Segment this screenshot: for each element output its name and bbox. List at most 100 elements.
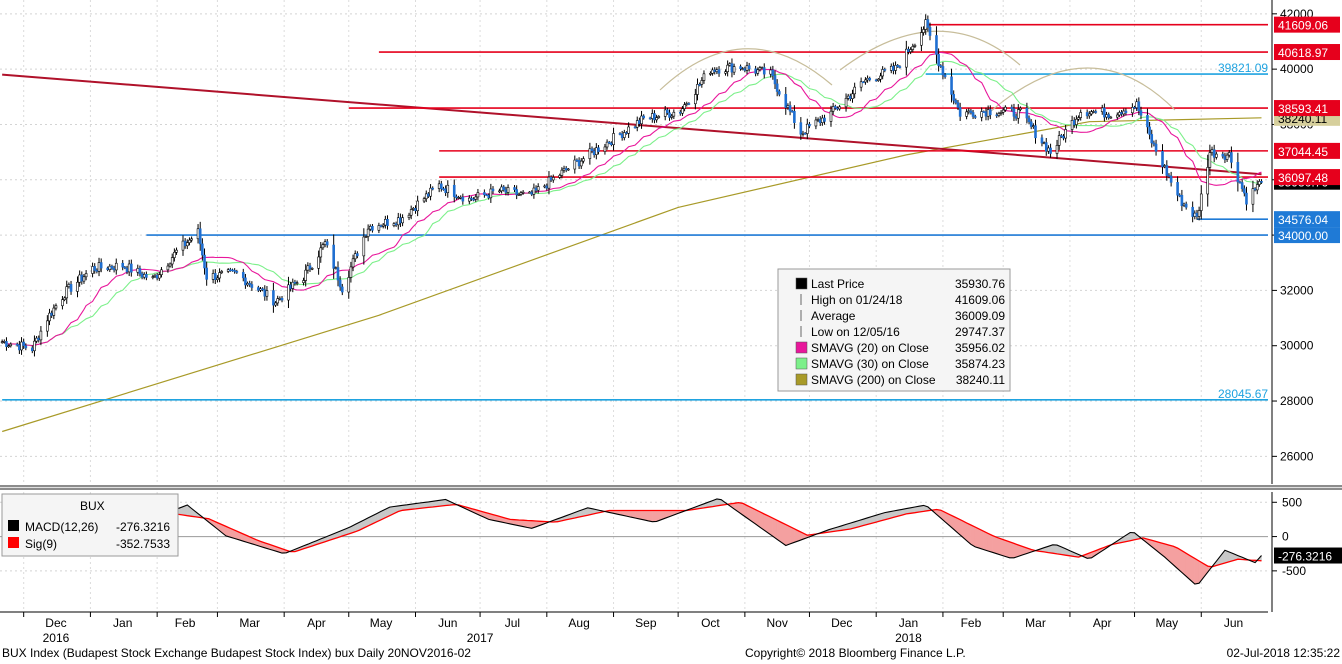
price-candle-body <box>950 76 953 95</box>
price-candle-body <box>513 187 516 190</box>
price-candle-body <box>504 189 508 193</box>
price-candle-body <box>935 35 938 55</box>
price-candle-body <box>801 132 805 135</box>
price-candle-body <box>655 117 658 121</box>
price-candle-body <box>724 71 727 74</box>
macd-legend-swatch <box>8 537 19 548</box>
price-candles <box>0 14 1263 357</box>
footer-copyright: Copyright© 2018 Bloomberg Finance L.P. <box>745 646 966 660</box>
price-candle-body <box>1060 135 1063 137</box>
trendline <box>2 73 1262 176</box>
level-side-label-box <box>1274 227 1340 244</box>
price-candle-body <box>46 320 49 332</box>
price-candle-body <box>1062 135 1065 139</box>
legend-series-name: Average <box>811 309 856 323</box>
price-candle-body <box>814 119 818 127</box>
price-candle-body <box>1182 203 1186 206</box>
price-candle-body <box>250 284 254 288</box>
price-candle-body <box>713 69 717 72</box>
price-candle-body <box>889 65 893 71</box>
price-candle-body <box>1105 114 1108 118</box>
price-candle-body <box>459 196 462 199</box>
price-candle-body <box>396 217 400 226</box>
price-candle-body <box>468 197 471 202</box>
price-candle-body <box>620 133 624 138</box>
price-candle-body <box>1255 184 1259 191</box>
legend-series-value: 35874.23 <box>955 357 1005 371</box>
legend-series-name: Low on 12/05/16 <box>811 325 900 339</box>
legend-series-value: 35956.02 <box>955 341 1005 355</box>
price-candle-body <box>694 94 697 105</box>
price-candle-body <box>702 73 706 81</box>
price-candle-body <box>1135 101 1138 109</box>
price-candle-body <box>1152 142 1156 145</box>
price-candle-body <box>272 290 275 306</box>
price-candle-body <box>50 312 53 316</box>
price-candle-body <box>545 185 549 189</box>
x-month-label: Jun <box>438 616 457 630</box>
price-candle-body <box>409 209 413 216</box>
price-candle-body <box>668 112 671 118</box>
price-candle-body <box>672 111 676 117</box>
price-candle-body <box>663 109 667 117</box>
main-y-tick-label: 26000 <box>1280 449 1314 463</box>
price-candle-body <box>33 340 36 352</box>
x-year-label: 2017 <box>467 631 494 645</box>
macd-fill-segment <box>781 522 786 546</box>
price-candle-body <box>788 105 792 112</box>
price-candle-body <box>1178 194 1182 197</box>
price-candle-body <box>291 281 295 289</box>
price-candle-body <box>54 305 58 309</box>
main-grid <box>0 0 1268 612</box>
price-candle-body <box>549 176 553 181</box>
price-candle-body <box>211 273 215 280</box>
price-candle-body <box>607 141 611 144</box>
price-candle-body <box>472 198 475 201</box>
price-candle-body <box>1029 121 1033 127</box>
price-candle-body <box>1148 126 1151 135</box>
price-candle-body <box>521 191 525 194</box>
price-candle-body <box>844 97 848 108</box>
macd-fill-segment <box>789 526 795 545</box>
price-candle-body <box>898 66 902 68</box>
price-candle-body <box>562 168 566 171</box>
price-candle-body <box>1236 162 1240 183</box>
price-candle-body <box>140 273 144 278</box>
legend-series-name: SMAVG (200) on Close <box>811 373 936 387</box>
price-candle-body <box>310 267 314 270</box>
price-candle-body <box>896 65 900 67</box>
legend-swatch <box>795 277 808 290</box>
price-candle-body <box>198 228 202 245</box>
price-candle-body <box>771 69 775 76</box>
x-month-label: May <box>370 616 393 630</box>
price-candle-body <box>803 132 807 135</box>
price-candle-body <box>1223 155 1227 160</box>
sma20-line <box>2 51 1262 347</box>
x-month-label: Feb <box>175 616 196 630</box>
price-candle-body <box>612 133 615 145</box>
price-candle-body <box>76 281 79 292</box>
price-candle-body <box>334 267 338 269</box>
price-candle-body <box>470 197 473 200</box>
level-side-label-box <box>1274 211 1340 228</box>
price-candle-body <box>745 65 749 71</box>
macd-legend-value: -352.7533 <box>116 537 170 551</box>
price-candle-body <box>323 241 327 245</box>
price-candle-body <box>816 119 820 121</box>
price-candle-body <box>1227 152 1231 156</box>
price-candle-body <box>1176 182 1179 196</box>
price-candle-body <box>760 67 764 69</box>
price-candle-body <box>943 74 947 78</box>
price-candle-body <box>1154 143 1158 152</box>
macd-fill-segment <box>987 533 993 553</box>
price-candle-body <box>973 116 977 118</box>
price-candle-body <box>623 132 626 138</box>
price-candle-body <box>592 150 596 155</box>
price-candle-body <box>941 66 945 76</box>
price-candle-body <box>1221 153 1225 157</box>
price-candle-body <box>743 68 747 71</box>
price-candle-body <box>1085 112 1089 117</box>
price-candle-body <box>114 262 118 271</box>
x-year-label: 2018 <box>895 631 922 645</box>
price-candle-body <box>82 276 86 282</box>
